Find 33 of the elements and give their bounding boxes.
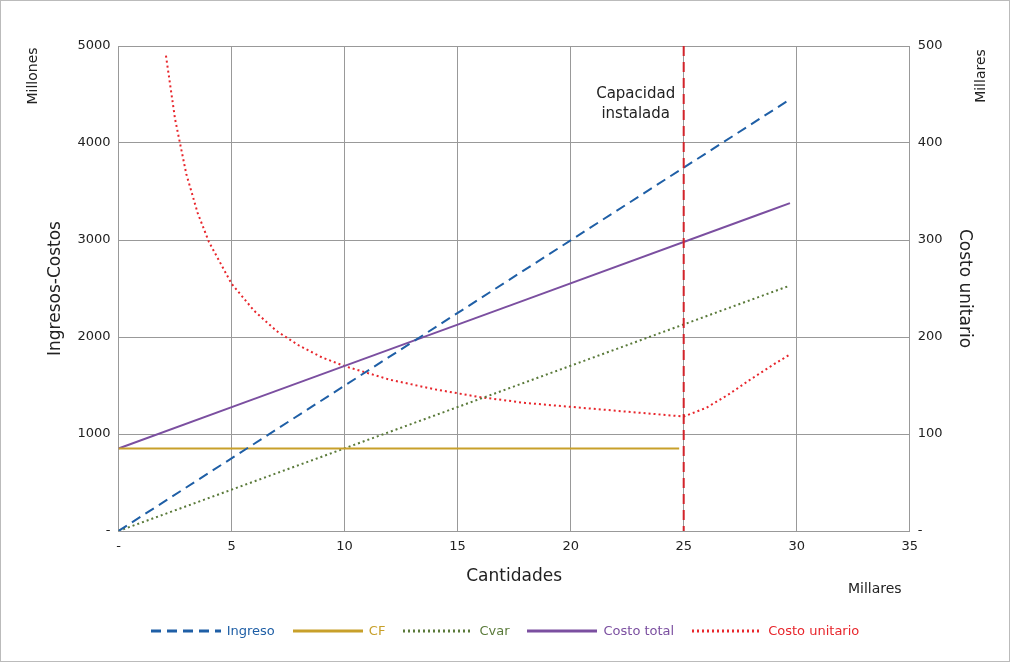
- y-tick-label: 1000: [77, 425, 111, 441]
- text: Millares: [847, 579, 902, 596]
- x-tick-label: 15: [449, 538, 466, 554]
- text: Millones: [24, 47, 41, 105]
- text: Costo unitario: [768, 623, 860, 638]
- x-tick-label: 35: [901, 538, 919, 554]
- y2-tick-label: 300: [917, 231, 943, 247]
- y-tick-label: 2000: [77, 328, 111, 344]
- x-tick-label: 20: [562, 538, 579, 554]
- line-series: [164, 54, 791, 418]
- text: Ingreso: [226, 623, 275, 638]
- y-tick-label: 4000: [77, 134, 111, 150]
- y-tick-label: 3000: [77, 231, 111, 247]
- y-tick-label: -: [105, 522, 111, 538]
- y-tick-label: 5000: [77, 37, 111, 53]
- ref-line-label: Capacidad instalada: [596, 83, 676, 122]
- x-tick-label: 10: [336, 538, 353, 554]
- y2-axis-title: Costo unitario: [956, 228, 977, 349]
- y2-tick-label: 100: [917, 425, 943, 441]
- x-tick-label: 25: [675, 538, 692, 554]
- y2-tick-label: 500: [917, 37, 943, 53]
- text: CF: [368, 623, 386, 638]
- text: Costo total: [603, 623, 675, 638]
- text: Millares: [972, 49, 989, 103]
- y2-tick-label: 400: [917, 134, 943, 150]
- y2-tick-label: -: [917, 522, 923, 538]
- x-tick-label: -: [116, 538, 122, 554]
- y2-tick-label: 200: [917, 328, 943, 344]
- x-axis-title: Cantidades: [466, 565, 563, 586]
- text: Cvar: [479, 623, 510, 638]
- y-axis-title: Ingresos-Costos: [43, 220, 64, 356]
- x-tick-label: 30: [788, 538, 806, 554]
- x-tick-label: 5: [227, 538, 236, 554]
